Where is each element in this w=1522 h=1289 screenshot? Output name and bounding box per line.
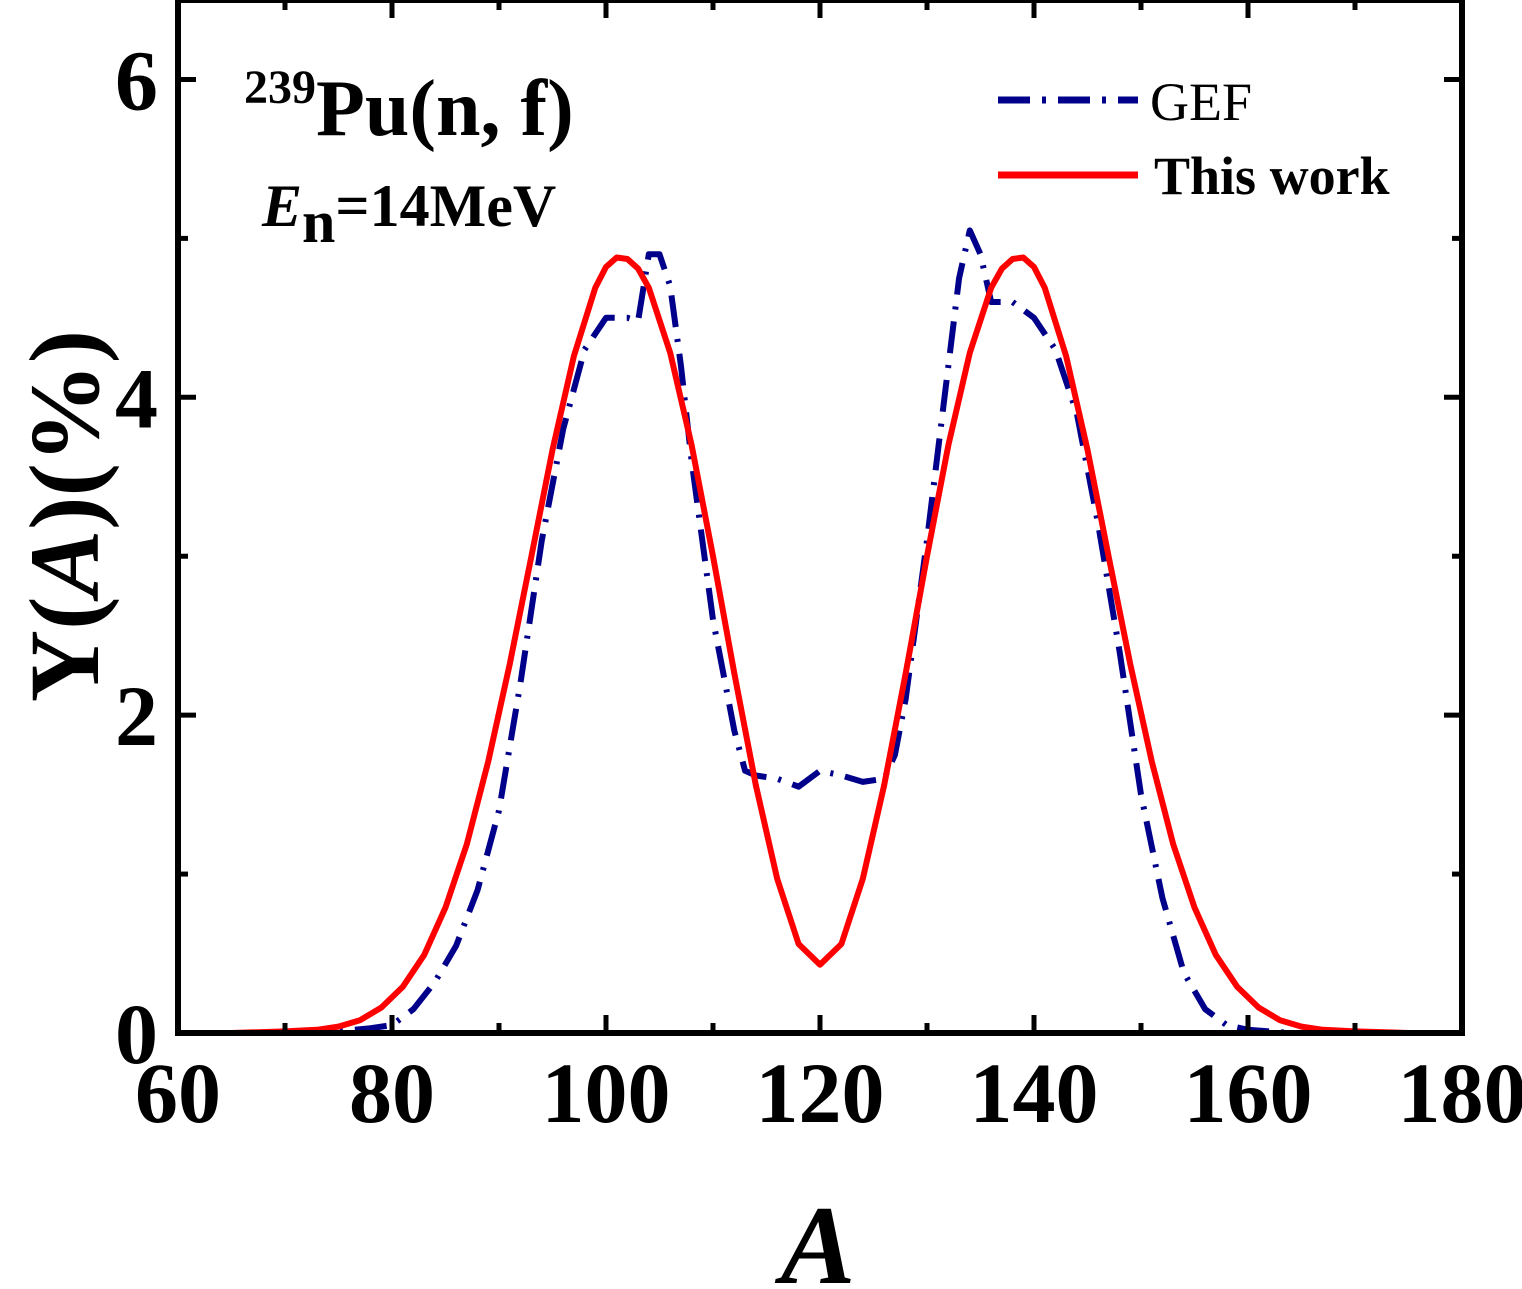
y-tick-label: 0 bbox=[115, 986, 158, 1082]
x-tick-label: 140 bbox=[970, 1045, 1099, 1141]
x-tick-label: 60 bbox=[135, 1045, 221, 1141]
ticks-layer bbox=[175, 0, 1465, 1036]
x-axis-label: A bbox=[775, 1184, 856, 1289]
reaction-text: Pu(n, f) bbox=[316, 65, 574, 153]
x-tick-label: 80 bbox=[349, 1045, 435, 1141]
x-tick-label: 160 bbox=[1184, 1045, 1313, 1141]
x-tick-label: 100 bbox=[542, 1045, 671, 1141]
y-tick-label: 6 bbox=[115, 32, 158, 128]
energy-symbol: E bbox=[261, 173, 302, 239]
series-line-this-work bbox=[178, 254, 1462, 1036]
energy-annotation: En=14MeV bbox=[261, 173, 556, 255]
reaction-annotation: 239Pu(n, f) bbox=[244, 61, 574, 153]
series-line-gef bbox=[178, 227, 1462, 1036]
y-axis-label-italic: A bbox=[9, 530, 120, 603]
y-axis-label-prefix: Y( bbox=[9, 597, 120, 703]
x-tick-label: 120 bbox=[756, 1045, 885, 1141]
tick-labels: 60 80 100 120 140 160 180 0 2 4 6 bbox=[115, 32, 1522, 1141]
reaction-superscript: 239 bbox=[244, 61, 316, 114]
legend-label-this-work: This work bbox=[1154, 146, 1390, 206]
legend: GEF This work bbox=[998, 72, 1390, 206]
legend-label-gef: GEF bbox=[1150, 72, 1252, 132]
y-tick-label: 4 bbox=[115, 350, 158, 446]
y-tick-label: 2 bbox=[115, 668, 158, 764]
plot-area bbox=[175, 0, 1465, 1036]
series-layer bbox=[178, 227, 1462, 1036]
energy-subscript: n bbox=[302, 189, 335, 255]
y-axis-label-suffix: )(%) bbox=[9, 330, 120, 530]
y-axis-label: Y(A)(%) bbox=[9, 330, 120, 702]
x-tick-label: 180 bbox=[1398, 1045, 1522, 1141]
energy-value: =14MeV bbox=[335, 173, 556, 239]
